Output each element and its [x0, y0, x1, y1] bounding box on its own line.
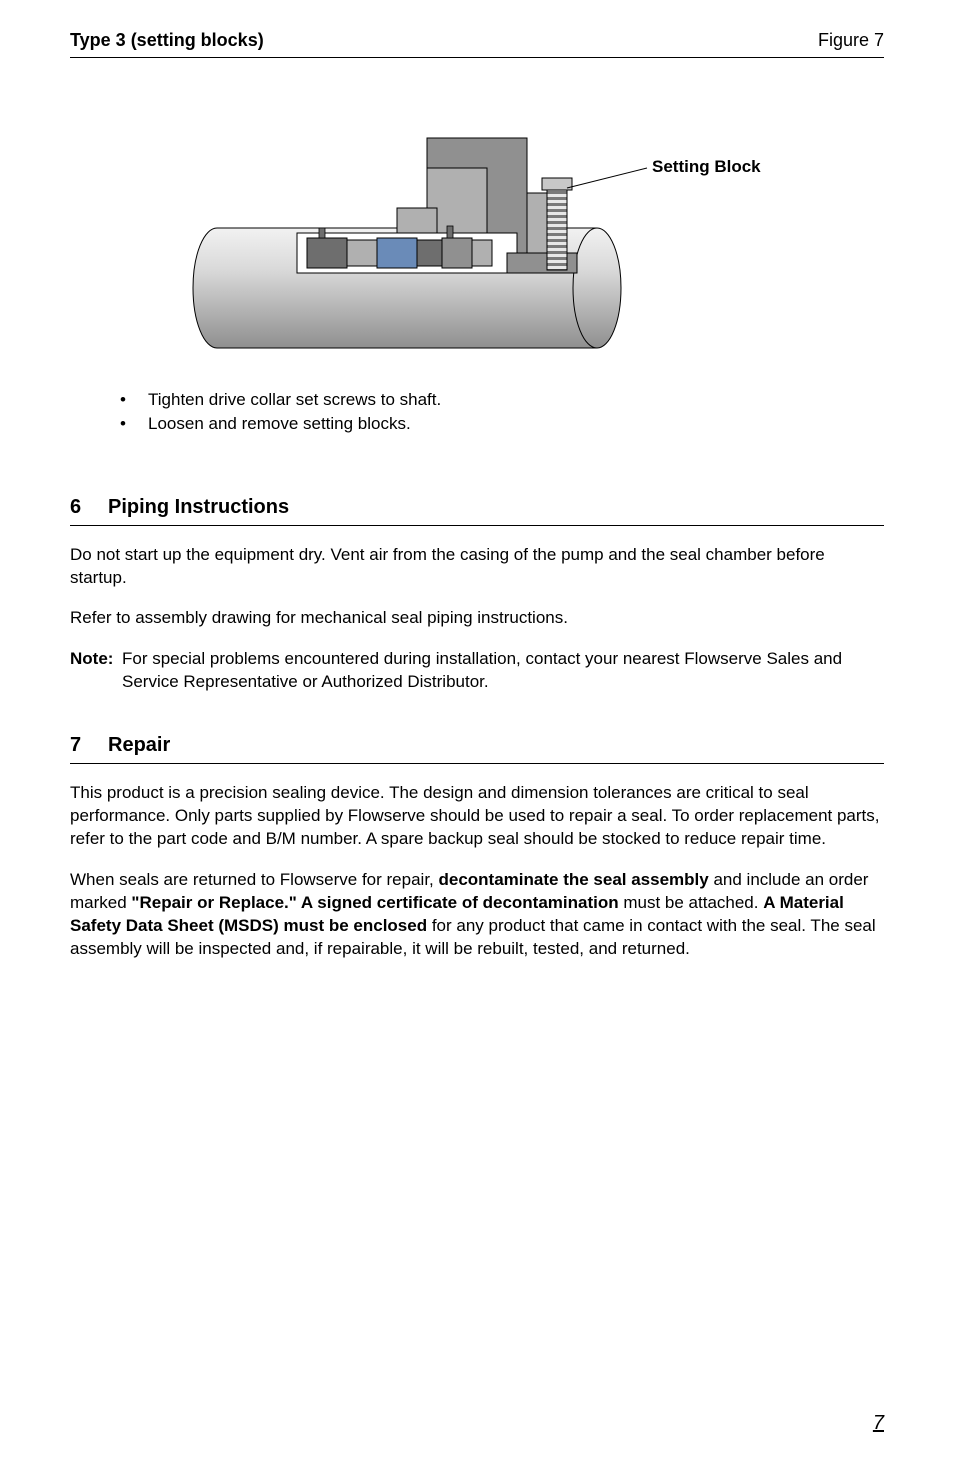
- paragraph: Do not start up the equipment dry. Vent …: [70, 544, 884, 590]
- figure-title: Type 3 (setting blocks): [70, 30, 264, 51]
- page-number: 7: [873, 1412, 884, 1435]
- bullet-item: Loosen and remove setting blocks.: [120, 412, 884, 436]
- paragraph: Refer to assembly drawing for mechanical…: [70, 607, 884, 630]
- note-body: For special problems encountered during …: [122, 648, 884, 694]
- bullet-list: Tighten drive collar set screws to shaft…: [120, 388, 884, 436]
- note-label: Note:: [70, 648, 122, 694]
- paragraph: When seals are returned to Flowserve for…: [70, 869, 884, 961]
- section-title: Repair: [108, 734, 170, 757]
- page: Type 3 (setting blocks) Figure 7: [0, 0, 954, 1475]
- bullet-item: Tighten drive collar set screws to shaft…: [120, 388, 884, 412]
- paragraph: This product is a precision sealing devi…: [70, 782, 884, 851]
- figure-label: Figure 7: [818, 30, 884, 51]
- note: Note: For special problems encountered d…: [70, 648, 884, 694]
- callout-setting-block: Setting Block: [652, 157, 761, 176]
- diagram-wrap: Setting Block: [70, 98, 884, 358]
- section-num: 7: [70, 734, 108, 757]
- section-num: 6: [70, 496, 108, 519]
- section-header: 6 Piping Instructions: [70, 496, 884, 526]
- figure-header: Type 3 (setting blocks) Figure 7: [70, 30, 884, 58]
- section-header: 7 Repair: [70, 734, 884, 764]
- setting-block-diagram: Setting Block: [147, 98, 807, 358]
- section-title: Piping Instructions: [108, 496, 289, 519]
